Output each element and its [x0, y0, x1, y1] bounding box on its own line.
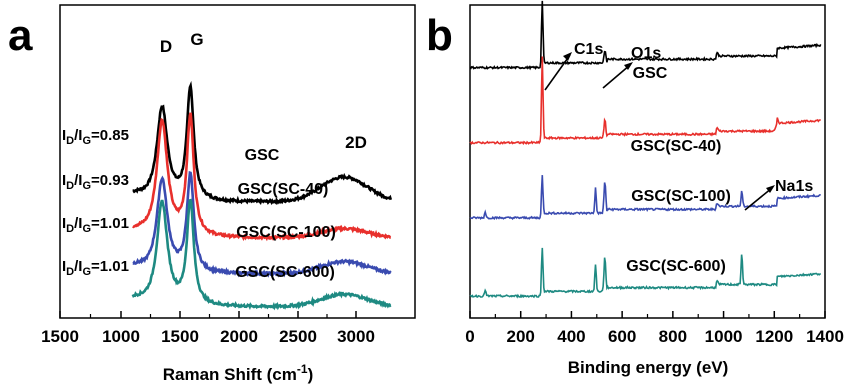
raman-series-line: [131, 198, 392, 311]
na1s-arrow: [744, 187, 773, 211]
xps-series-line: [469, 0, 822, 71]
xps-x-tick-label: 800: [659, 327, 687, 346]
raman-x-tick-label: 1500: [161, 327, 199, 346]
raman-peak-label: D: [160, 37, 172, 56]
xps-peak-annotation: O1s: [631, 45, 661, 62]
xps-x-tick-label: 1200: [755, 327, 793, 346]
xps-series-line: [469, 175, 821, 221]
raman-x-tick-label: 2000: [220, 327, 258, 346]
xps-series-line: [469, 247, 822, 299]
xps-panel: 0 200 400 600 800 1000 1200 1400 C1s O1s Na1s GSC G…: [465, 0, 844, 377]
xps-peak-annotation: Na1s: [775, 178, 813, 195]
xps-x-tick-label: 1000: [705, 327, 743, 346]
xps-peak-annotation: C1s: [574, 41, 603, 58]
raman-series-line: [132, 112, 392, 242]
raman-peak-label: 2D: [345, 133, 367, 152]
panel-letter-b: b: [426, 11, 453, 60]
c1s-arrow: [544, 54, 571, 91]
raman-series-label: GSC(SC-40): [238, 181, 329, 198]
o1s-arrow-head: [624, 62, 633, 70]
xps-series-label: GSC: [633, 65, 668, 82]
raman-panel: 1500 1000 1500 2000 2500 3000 D G 2D GSC ID/IG=0.…: [41, 4, 416, 384]
raman-id-ig-ratio: ID/IG=1.01: [62, 258, 129, 278]
xps-x-axis-title: Binding energy (eV): [568, 358, 729, 377]
xps-series-label: GSC(SC-100): [631, 188, 731, 205]
raman-x-tick-label: 3000: [337, 327, 375, 346]
raman-plot-frame: [59, 4, 416, 319]
xps-x-tick-label: 600: [608, 327, 636, 346]
raman-series-line: [132, 80, 393, 206]
xps-series-label: GSC(SC-600): [626, 258, 726, 275]
raman-peak-label: G: [190, 30, 203, 49]
raman-x-axis-title: Raman Shift (cm-1): [163, 362, 313, 384]
raman-id-ig-ratio: ID/IG=0.85: [62, 127, 129, 147]
raman-series-label: GSC: [245, 147, 280, 164]
raman-series-line: [132, 171, 392, 278]
raman-x-tick-label: 1500: [41, 327, 79, 346]
raman-series-label: GSC(SC-600): [235, 264, 335, 281]
na1s-arrow-head: [766, 185, 775, 193]
xps-series-line: [469, 56, 821, 146]
xps-x-tick-label: 0: [465, 327, 474, 346]
raman-id-ig-ratio: ID/IG=0.93: [62, 172, 129, 192]
raman-x-tick-label: 1000: [102, 327, 140, 346]
xps-series-label: GSC(SC-40): [631, 138, 722, 155]
panel-letter-a: a: [8, 11, 33, 60]
xps-x-tick-label: 200: [507, 327, 535, 346]
raman-id-ig-ratio: ID/IG=1.01: [62, 215, 129, 235]
raman-x-tick-label: 2500: [279, 327, 317, 346]
raman-series-label: GSC(SC-100): [236, 224, 336, 241]
xps-x-tick-label: 400: [557, 327, 585, 346]
c1s-arrow-head: [563, 52, 572, 61]
xps-x-tick-label: 1400: [806, 327, 844, 346]
o1s-arrow: [602, 64, 631, 89]
